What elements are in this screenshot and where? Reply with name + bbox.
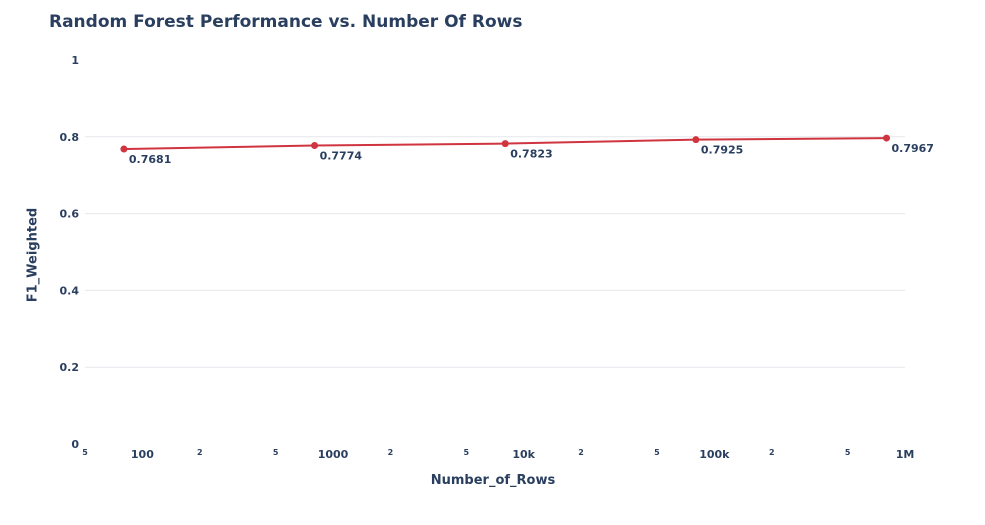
x-minor-tick-label: 2 [578,448,584,457]
data-label: 0.7925 [701,144,743,157]
x-tick-label: 1M [896,448,915,461]
x-minor-tick-label: 5 [464,448,470,457]
y-tick-label: 1 [71,54,79,67]
data-label: 0.7681 [129,153,171,166]
x-minor-tick-label: 2 [197,448,203,457]
data-label: 0.7967 [892,142,934,155]
x-minor-tick-label: 2 [769,448,775,457]
data-point [501,140,509,148]
y-tick-label: 0 [71,438,79,451]
x-axis-title: Number_of_Rows [430,473,556,488]
data-point [883,134,891,142]
y-tick-label: 0.8 [60,131,80,144]
y-tick-label: 0.4 [60,284,80,297]
x-tick-label: 1000 [318,448,349,461]
x-tick-label: 100k [699,448,730,461]
data-point [692,136,700,144]
x-minor-tick-label: 5 [845,448,851,457]
x-tick-label: 100 [131,448,154,461]
chart-title: Random Forest Performance vs. Number Of … [49,12,523,32]
x-minor-tick-label: 5 [654,448,660,457]
x-minor-tick-label: 5 [273,448,279,457]
data-label: 0.7823 [510,148,552,161]
y-tick-label: 0.2 [60,361,80,374]
x-minor-tick-label: 2 [388,448,394,457]
data-label: 0.7774 [320,149,363,162]
data-point [311,141,319,149]
data-point [120,145,128,153]
y-axis-title: F1_Weighted [25,207,41,303]
x-tick-label: 10k [512,448,535,461]
y-tick-label: 0.6 [60,208,80,221]
x-minor-tick-label: 5 [82,448,88,457]
